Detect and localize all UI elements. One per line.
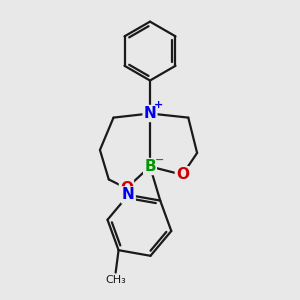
Text: CH₃: CH₃ — [105, 275, 126, 285]
Text: −: − — [155, 154, 165, 164]
Text: +: + — [154, 100, 164, 110]
Text: O: O — [176, 167, 189, 182]
Text: N: N — [122, 188, 135, 202]
Text: B: B — [144, 159, 156, 174]
Text: N: N — [144, 106, 156, 121]
Text: O: O — [120, 181, 133, 196]
